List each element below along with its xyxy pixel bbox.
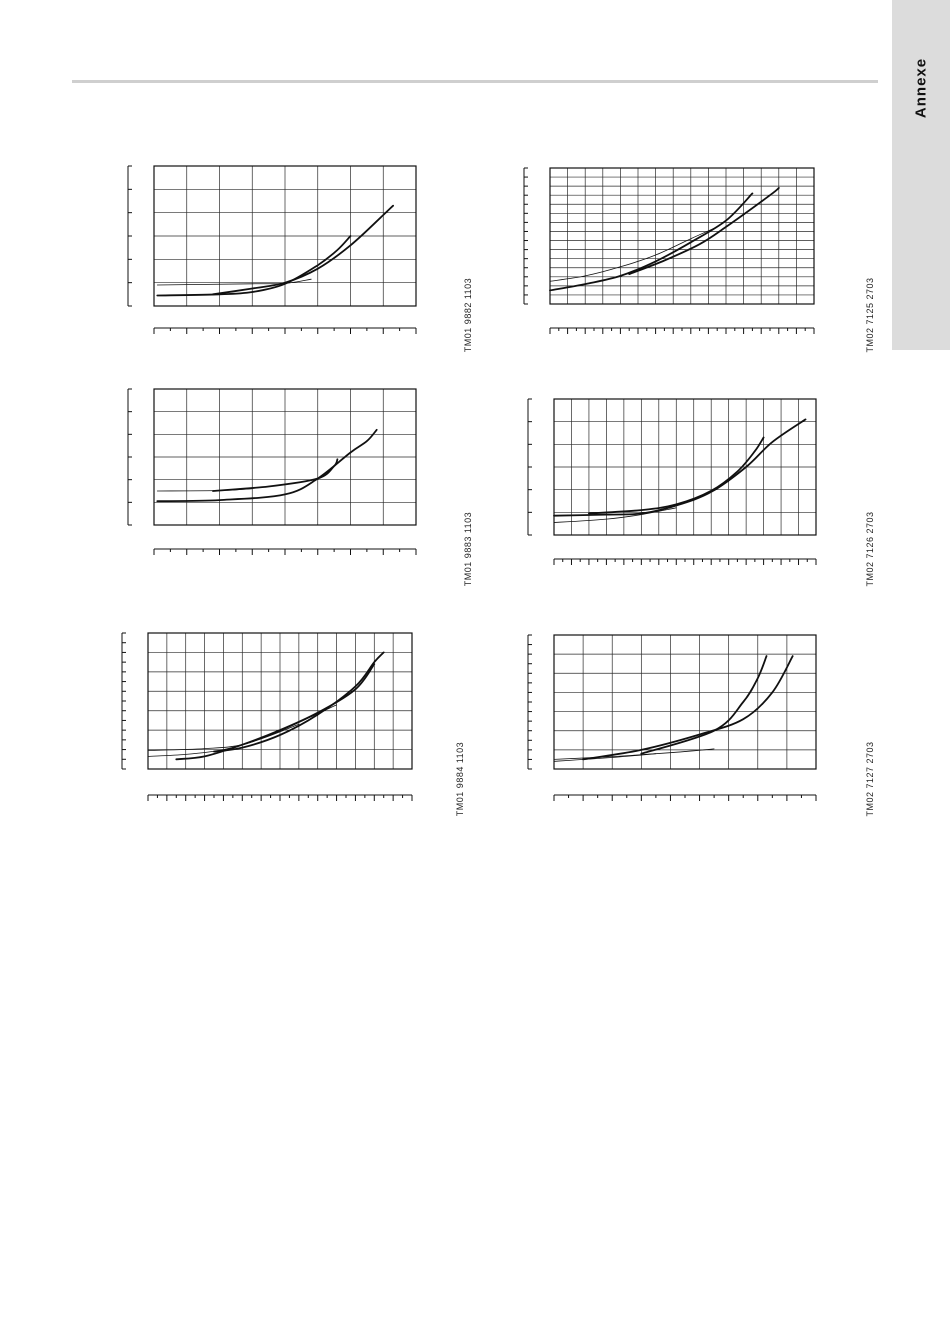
plot-frame bbox=[553, 398, 817, 536]
series-line-1 bbox=[213, 651, 385, 753]
chart-6 bbox=[520, 627, 822, 807]
series-line-1 bbox=[549, 192, 754, 292]
chart-svg bbox=[523, 167, 815, 334]
chart-3-code: TM01 9883 1103 bbox=[463, 511, 473, 587]
series-line-4 bbox=[147, 723, 300, 757]
chart-6-code: TM02 7127 2703 bbox=[865, 741, 875, 817]
series-line-2 bbox=[175, 663, 376, 761]
chart-5 bbox=[118, 625, 418, 807]
chart-1 bbox=[124, 160, 422, 340]
chart-svg bbox=[127, 165, 417, 334]
series-line-1 bbox=[212, 204, 394, 296]
series-line-3 bbox=[553, 507, 677, 523]
series-line-4 bbox=[553, 753, 657, 762]
series-line-1 bbox=[640, 655, 768, 755]
series-line-3 bbox=[156, 488, 253, 492]
chart-4 bbox=[520, 393, 822, 571]
chart-svg bbox=[527, 398, 817, 565]
plot-frame bbox=[153, 165, 417, 307]
plot-frame bbox=[153, 388, 417, 526]
series-line-2 bbox=[553, 418, 807, 517]
plot-frame bbox=[147, 632, 413, 770]
plot-frame bbox=[549, 167, 815, 305]
chart-svg bbox=[127, 388, 417, 555]
plot-frame bbox=[553, 634, 817, 770]
chart-svg bbox=[121, 632, 413, 801]
chart-4-code: TM02 7126 2703 bbox=[865, 511, 875, 587]
section-tab-label: Annexe bbox=[912, 57, 930, 119]
series-line-3 bbox=[549, 226, 718, 282]
section-tab bbox=[892, 0, 950, 350]
chart-5-code: TM01 9884 1103 bbox=[455, 741, 465, 817]
header-rule bbox=[72, 80, 878, 83]
series-line-3 bbox=[156, 278, 312, 286]
series-line-2 bbox=[628, 187, 780, 275]
chart-svg bbox=[527, 634, 817, 801]
series-line-2 bbox=[582, 655, 794, 761]
chart-2-code: TM02 7125 2703 bbox=[865, 277, 875, 353]
chart-1-code: TM01 9882 1103 bbox=[463, 277, 473, 353]
series-line-2 bbox=[212, 458, 339, 492]
chart-3 bbox=[124, 383, 422, 561]
series-line-1 bbox=[588, 436, 765, 515]
chart-2 bbox=[520, 160, 820, 340]
